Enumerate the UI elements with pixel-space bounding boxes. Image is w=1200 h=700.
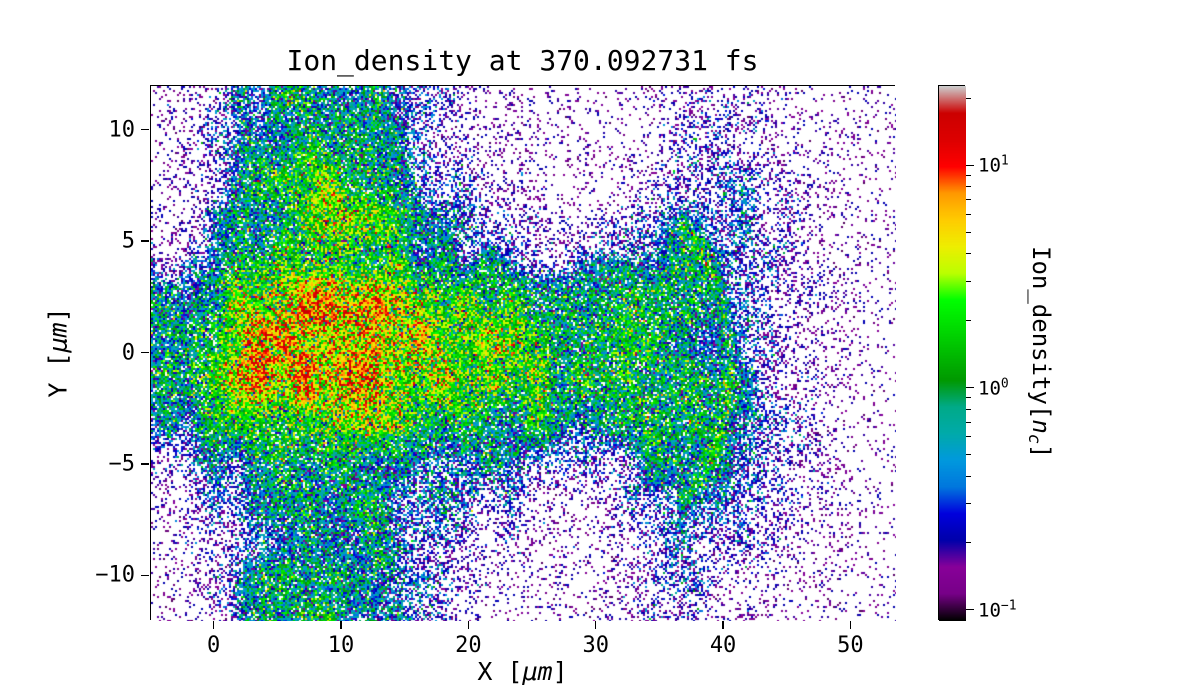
y-tick-mark [141, 351, 149, 354]
colorbar-minor-tick-mark [966, 503, 971, 505]
x-tick-label: 50 [837, 633, 864, 658]
colorbar-gradient-canvas [939, 86, 966, 621]
x-tick-mark [849, 621, 852, 629]
chart-title: Ion_density at 370.092731 fs [286, 44, 759, 77]
heatmap-canvas [151, 86, 896, 621]
y-axis-label-suffix: ] [43, 307, 73, 323]
colorbar [938, 85, 966, 621]
colorbar-minor-tick-mark [966, 231, 971, 233]
y-tick-label: 5 [121, 228, 135, 254]
colorbar-minor-tick-mark [966, 186, 971, 188]
colorbar-label: Ion_density[nc] [1018, 85, 1062, 620]
y-tick-mark [141, 240, 149, 242]
colorbar-minor-tick-mark [966, 214, 971, 216]
x-axis-label: X [μm] [150, 657, 895, 686]
colorbar-minor-tick-mark [966, 175, 971, 177]
colorbar-tick-mark [966, 164, 974, 167]
colorbar-tick-label: 101 [978, 153, 1009, 178]
x-tick-mark [595, 621, 597, 629]
x-tick-mark [722, 621, 724, 629]
y-tick-mark [141, 574, 149, 577]
colorbar-label-suffix: ] [1026, 444, 1055, 459]
x-tick-label: 0 [207, 633, 221, 658]
colorbar-minor-tick-mark [966, 454, 971, 455]
colorbar-minor-tick-mark [966, 281, 971, 283]
colorbar-minor-tick-mark [966, 436, 971, 438]
colorbar-tick-mark [966, 609, 974, 611]
colorbar-label-subscript: c [1025, 434, 1046, 445]
colorbar-label-prefix: Ion_density[ [1026, 246, 1055, 420]
x-tick-mark [467, 621, 470, 629]
colorbar-minor-tick-mark [966, 253, 971, 255]
y-tick-label: 0 [121, 340, 135, 365]
y-tick-label: 10 [108, 117, 136, 143]
x-tick-mark [213, 621, 215, 629]
x-axis-label-prefix: X [ [477, 657, 523, 686]
y-tick-label: −10 [95, 562, 135, 588]
y-tick-mark [141, 463, 149, 465]
colorbar-minor-tick-mark [966, 542, 971, 544]
y-tick-mark [141, 128, 149, 131]
colorbar-minor-tick-mark [966, 475, 971, 477]
y-tick-label: −5 [108, 451, 136, 477]
plot-area [150, 85, 896, 621]
colorbar-minor-tick-mark [966, 397, 971, 399]
x-tick-label: 10 [327, 633, 355, 658]
x-tick-label: 20 [455, 633, 482, 658]
colorbar-minor-tick-mark [966, 97, 971, 99]
x-axis-unit: μm [522, 657, 553, 686]
colorbar-label-symbol: n [1026, 419, 1055, 435]
colorbar-tick-label: 10−1 [978, 598, 1017, 622]
colorbar-minor-tick-mark [966, 408, 971, 410]
x-axis-label-suffix: ] [552, 657, 568, 686]
colorbar-minor-tick-mark [966, 421, 971, 423]
colorbar-tick-mark [966, 386, 974, 389]
x-tick-label: 40 [709, 633, 737, 658]
x-tick-label: 30 [582, 633, 609, 658]
x-tick-mark [340, 621, 342, 629]
colorbar-minor-tick-mark [966, 320, 971, 322]
colorbar-minor-tick-mark [966, 199, 971, 201]
colorbar-tick-label: 100 [978, 375, 1009, 400]
